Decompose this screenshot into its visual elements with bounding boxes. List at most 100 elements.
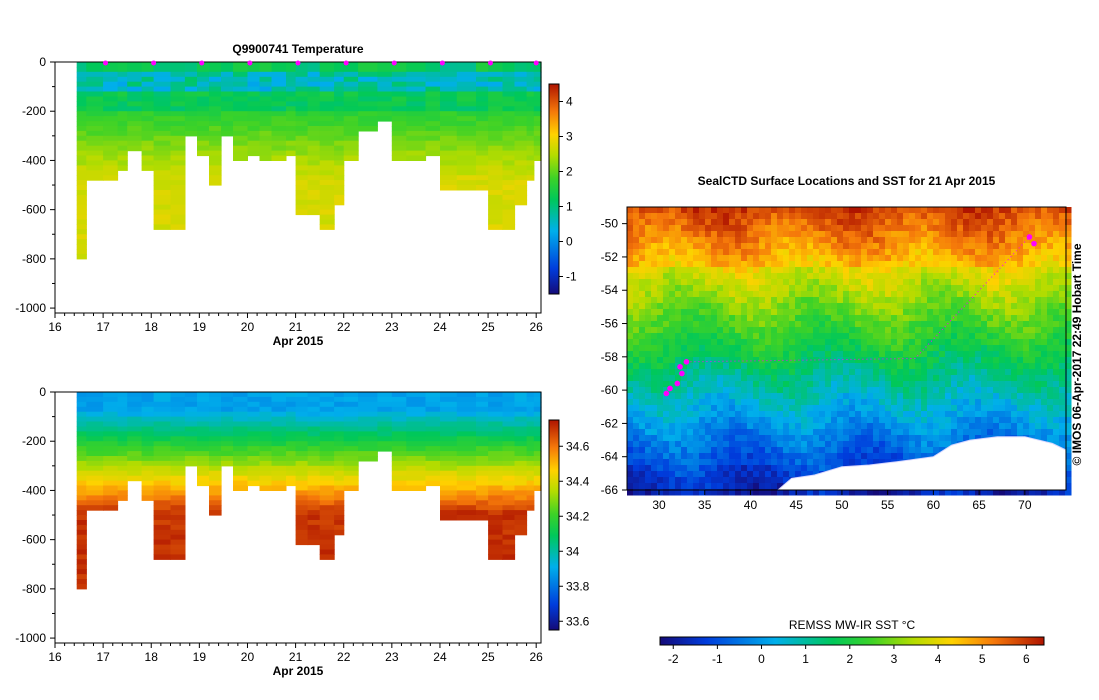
temperature-axis-ticks: 16 17 18 19 20 21 22 23 24 25 260-200-400-600-800-… <box>15 55 543 334</box>
sst-cell <box>789 303 796 310</box>
section-cell <box>170 495 186 501</box>
section-cell <box>295 539 309 546</box>
colorbar-tick-label: 3 <box>566 130 573 144</box>
sst-cell <box>927 399 934 406</box>
section-cell <box>86 96 104 102</box>
sst-cell <box>801 279 808 286</box>
sst-cell <box>939 315 946 322</box>
sst-cell <box>669 441 676 448</box>
section-cell <box>343 436 359 442</box>
sst-cell <box>675 255 682 262</box>
sst-cell <box>765 387 772 394</box>
sst-cell <box>1065 333 1072 340</box>
sst-cell <box>873 249 880 256</box>
sst-cell <box>657 327 664 334</box>
sst-cell <box>903 255 910 262</box>
sst-cell <box>723 375 730 382</box>
section-cell <box>319 490 335 496</box>
sst-cell <box>957 429 964 436</box>
section-cell <box>184 406 198 413</box>
section-cell <box>259 401 273 408</box>
section-cell <box>271 145 287 152</box>
section-cell <box>406 441 427 447</box>
sst-cell <box>861 399 868 406</box>
sst-cell <box>1065 261 1072 268</box>
sst-cell <box>849 369 856 376</box>
section-cell <box>286 396 297 403</box>
sst-cell <box>849 303 856 310</box>
section-cell <box>456 66 477 73</box>
sst-cell <box>801 375 808 382</box>
sst-cell <box>909 375 916 382</box>
sst-cell <box>849 381 856 388</box>
section-cell <box>319 524 335 531</box>
sst-cell <box>915 381 922 388</box>
section-cell <box>488 554 504 560</box>
sst-cell <box>849 423 856 430</box>
sst-cell <box>831 399 838 406</box>
sst-cell <box>1023 327 1030 334</box>
sst-cell <box>975 321 982 328</box>
section-cell <box>259 426 273 432</box>
section-cell <box>127 465 143 472</box>
sst-cell <box>843 285 850 292</box>
sst-cell <box>969 351 976 358</box>
sst-cell <box>1065 297 1072 304</box>
section-cell <box>358 91 378 97</box>
section-cell <box>103 116 119 122</box>
section-cell <box>76 436 87 442</box>
sst-cell <box>891 243 898 250</box>
section-cell <box>170 529 186 536</box>
sst-cell <box>825 393 832 400</box>
sst-cell <box>939 303 946 310</box>
sst-cell <box>741 249 748 256</box>
sst-cell <box>813 435 820 442</box>
section-cell <box>319 150 335 157</box>
sst-cell <box>789 321 796 328</box>
sst-cell <box>831 231 838 238</box>
sst-cell <box>723 279 730 286</box>
sst-cell <box>735 423 742 430</box>
sst-cell <box>717 333 724 340</box>
sst-cell <box>723 447 730 454</box>
sst-cell <box>915 213 922 220</box>
sst-cell <box>891 261 898 268</box>
sst-cell <box>1065 219 1072 226</box>
sst-cell <box>1023 207 1030 214</box>
section-cell <box>502 81 516 88</box>
sst-cell <box>717 249 724 256</box>
sst-cell <box>765 345 772 352</box>
sst-cell <box>711 447 718 454</box>
sst-cell <box>795 345 802 352</box>
section-cell <box>76 229 87 235</box>
sst-cell <box>981 213 988 220</box>
sst-cell <box>1011 387 1018 394</box>
sst-cell <box>843 387 850 394</box>
section-cell <box>295 495 309 501</box>
sst-cell <box>873 399 880 406</box>
section-cell <box>406 475 427 482</box>
section-cell <box>153 155 171 161</box>
sst-cell <box>963 435 970 442</box>
sst-cell <box>963 321 970 328</box>
section-cell <box>286 76 297 83</box>
section-cell <box>271 456 287 462</box>
sst-cell <box>723 321 730 328</box>
sst-cell <box>777 291 784 298</box>
section-cell <box>286 96 297 102</box>
sst-cell <box>957 387 964 394</box>
sst-cell <box>1011 423 1018 430</box>
sst-cell <box>885 411 892 418</box>
sst-cell <box>663 417 670 424</box>
sst-cell <box>681 447 688 454</box>
sst-cell <box>1005 237 1012 244</box>
sst-cell <box>939 339 946 346</box>
sst-cell <box>735 315 742 322</box>
sst-cell <box>765 453 772 460</box>
sst-cell <box>657 363 664 370</box>
sst-cell <box>783 273 790 280</box>
sst-cell <box>657 345 664 352</box>
sst-cell <box>987 393 994 400</box>
section-cell <box>533 86 542 93</box>
sst-cell <box>705 321 712 328</box>
